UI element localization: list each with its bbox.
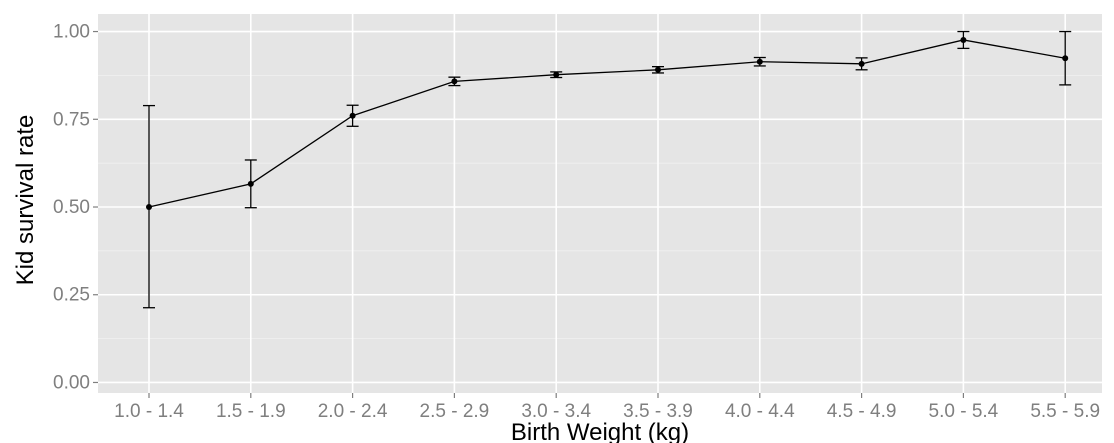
x-tick-label: 3.5 - 3.9 [623,401,693,422]
data-point [451,78,458,85]
data-point [858,60,865,67]
x-tick-label: 2.0 - 2.4 [318,401,388,422]
y-tick-label: 0.50 [53,197,90,218]
x-tick-label: 3.0 - 3.4 [521,401,591,422]
x-tick-label: 5.5 - 5.9 [1030,401,1100,422]
y-tick-label: 0.00 [53,372,90,393]
tick-labels: 0.00 0.25 0.50 0.75 1.00 1.0 - 1.4 1.5 - 1.9 2.… [53,22,1100,422]
data-point [349,112,356,119]
data-point [247,180,254,187]
ticks [93,30,1066,398]
series [143,30,1072,309]
data-point [1062,55,1069,62]
data-point [960,36,967,43]
x-tick-label: 1.5 - 1.9 [216,401,286,422]
x-axis-title: Birth Weight (kg) [511,419,689,443]
x-tick-label: 4.0 - 4.4 [725,401,795,422]
y-tick-label: 0.75 [53,109,90,130]
y-axis-title: Kid survival rate [12,115,39,286]
series-line [148,39,1066,208]
y-tick-label: 0.25 [53,285,90,306]
x-tick-label: 4.5 - 4.9 [827,401,897,422]
data-point [146,204,152,211]
x-tick-label: 1.0 - 1.4 [114,401,184,422]
grid [98,14,1102,393]
data-point [655,66,661,73]
x-tick-label: 2.5 - 2.9 [420,401,490,422]
data-point [756,58,763,65]
x-tick-label: 5.0 - 5.4 [929,401,999,422]
data-point [553,71,560,78]
y-tick-label: 1.00 [53,22,90,43]
plot-panel [98,14,1102,393]
